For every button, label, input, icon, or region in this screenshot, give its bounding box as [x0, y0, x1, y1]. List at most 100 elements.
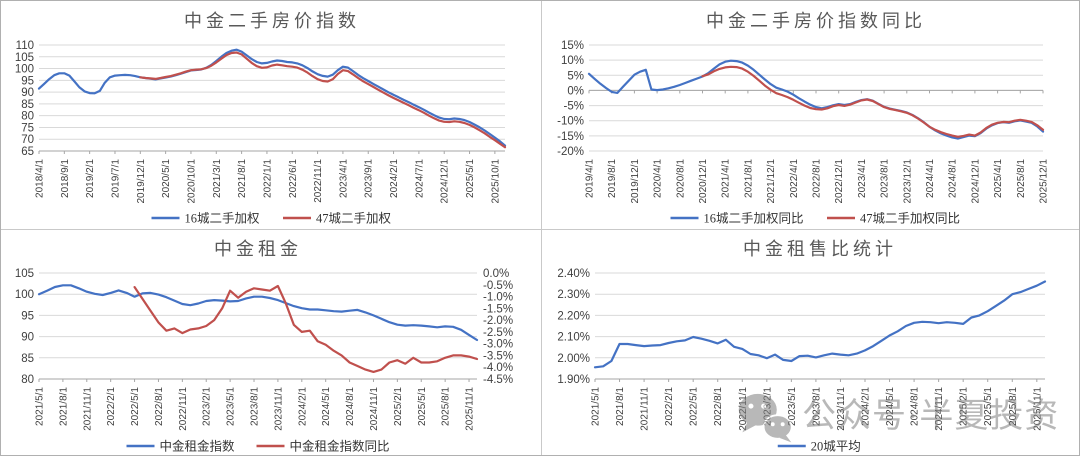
y-axis-tick-label: 85: [21, 99, 34, 111]
x-axis-tick-label: 2022/2/1: [664, 387, 675, 426]
y-axis-tick-label: 80: [21, 374, 34, 386]
y-axis-tick-label: 1.90%: [557, 374, 590, 386]
x-axis-tick-label: 2021/12/1: [766, 159, 777, 204]
y-axis-tick-label: 105: [15, 52, 34, 64]
x-axis-tick-label: 2023/5/1: [226, 387, 237, 426]
x-axis-tick-label: 2021/11/1: [82, 387, 93, 431]
y-axis-tick-label: 75: [21, 122, 34, 134]
y-axis-tick-label: 70: [21, 134, 34, 146]
x-axis-tick-label: 2023/2/1: [202, 387, 213, 426]
y-axis-tick-label: 100: [15, 289, 34, 301]
legend-item: 16城二手加权同比: [670, 211, 804, 226]
x-axis-tick-label: 2025/5/1: [417, 387, 428, 426]
x-axis-tick-label: 2024/11/1: [369, 387, 380, 431]
legend-label: 20城平均: [811, 440, 861, 454]
x-axis-tick-label: 2022/12/1: [834, 159, 845, 204]
x-axis-tick-label: 2021/3/1: [212, 159, 223, 198]
x-axis-tick-label: 2025/2/1: [393, 387, 404, 426]
y-axis-tick-label: -10%: [557, 116, 584, 128]
chart-title: 中金二手房价指数: [184, 11, 360, 31]
x-axis-tick-label: 2018/4/1: [35, 159, 46, 198]
x-axis-tick-label: 2024/7/1: [414, 159, 425, 198]
x-axis-tick-label: 2024/12/1: [440, 159, 451, 204]
x-axis-tick-label: 2021/5/1: [591, 387, 602, 426]
x-axis-tick-label: 2020/12/1: [698, 159, 709, 204]
x-axis-tick-label: 2024/5/1: [321, 387, 332, 426]
y-axis-right-tick-label: -4.5%: [483, 374, 513, 386]
x-axis-tick-label: 2025/5/1: [983, 387, 994, 426]
x-axis-tick-label: 2025/2/1: [959, 387, 970, 426]
x-axis-tick-label: 2025/8/1: [1008, 387, 1019, 426]
x-axis-tick-label: 2021/8/1: [743, 159, 754, 198]
x-axis-tick-label: 2024/8/1: [345, 387, 356, 426]
series-line-0: [37, 284, 479, 342]
y-axis-tick-label: 10%: [561, 55, 584, 67]
legend-item: 47城二手加权同比: [827, 211, 960, 226]
x-axis-tick-label: 2024/4/1: [925, 159, 936, 198]
x-axis-tick-label: 2025/12/1: [1039, 159, 1050, 204]
y-axis-tick-label: 95: [21, 75, 34, 87]
x-axis-tick-label: 2024/8/1: [948, 159, 959, 198]
x-axis-tick-label: 2022/11/1: [178, 387, 189, 431]
y-axis-tick-label: 90: [21, 332, 34, 344]
x-axis-tick-label: 2019/8/1: [607, 159, 618, 198]
rent-to-price-ratio-chart: 2.40% 2.30% 2.20% 2.10% 2.00% 1.90%2021/5/1 20…: [557, 239, 1047, 454]
x-axis-tick-label: 2022/6/1: [288, 159, 299, 198]
x-axis-tick-label: 2021/8/1: [58, 387, 69, 426]
x-axis-tick-label: 2019/7/1: [110, 159, 121, 198]
x-axis-tick-label: 2024/2/1: [389, 159, 400, 198]
x-axis-tick-label: 2022/8/1: [812, 159, 823, 198]
legend-item: 16城二手加权: [151, 211, 261, 226]
x-axis-tick-label: 2023/12/1: [902, 159, 913, 204]
x-axis-tick-label: 2025/8/1: [441, 387, 452, 426]
x-axis-tick-label: 2025/5/1: [465, 159, 476, 198]
x-axis-tick-label: 2020/8/1: [675, 159, 686, 198]
y-axis-tick-label: 80: [21, 111, 34, 123]
y-axis-tick-label: 2.20%: [557, 310, 590, 322]
x-axis-tick-label: 2019/12/1: [136, 159, 147, 204]
y-axis-right-tick-label: 0.0%: [483, 268, 509, 280]
y-axis-tick-label: 85: [21, 353, 34, 365]
x-axis-tick-label: 2021/4/1: [721, 159, 732, 198]
legend-label: 中金租金指数: [160, 439, 236, 454]
y-axis-right-tick-label: -3.5%: [483, 350, 513, 362]
series-line-1: [133, 284, 479, 373]
y-axis-tick-label: 5%: [567, 70, 584, 82]
series-line-0: [593, 280, 1047, 369]
x-axis-tick-label: 2023/4/1: [338, 159, 349, 198]
legend-item: 47城二手加权: [283, 211, 392, 226]
x-axis-tick-label: 2023/8/1: [880, 159, 891, 198]
x-axis-tick-label: 2025/4/1: [993, 159, 1004, 198]
y-axis-tick-label: 110: [16, 40, 34, 52]
legend-label: 16城二手加权同比: [704, 211, 804, 226]
x-axis-tick-label: 2021/8/1: [237, 159, 248, 198]
series-line-0: [37, 48, 507, 147]
y-axis-right-tick-label: -2.0%: [483, 315, 513, 327]
y-axis-tick-label: -15%: [557, 131, 584, 143]
legend-item: 20城平均: [777, 440, 861, 454]
legend-label: 16城二手加权: [185, 211, 261, 226]
x-axis-tick-label: 2025/11/1: [465, 387, 476, 431]
legend-label: 47城二手加权同比: [860, 211, 960, 226]
x-axis-tick-label: 2022/5/1: [689, 387, 700, 426]
y-axis-tick-label: 100: [15, 64, 34, 76]
x-axis-tick-label: 2023/11/1: [273, 387, 284, 431]
y-axis-tick-label: 15%: [561, 40, 584, 52]
x-axis-tick-label: 2023/8/1: [250, 387, 261, 426]
legend-item: 中金租金指数同比: [256, 439, 390, 454]
chart-panel-rent-index: 105 100 95 90 85 80 0.0% -0.5% -1.0% -1.5% -2.0% -2…: [1, 229, 541, 455]
x-axis-tick-label: 2023/8/1: [811, 387, 822, 426]
chart-title: 中金租售比统计: [743, 239, 897, 259]
x-axis-tick-label: 2024/8/1: [910, 387, 921, 426]
x-axis-tick-label: 2024/2/1: [861, 387, 872, 426]
x-axis-tick-label: 2022/8/1: [713, 387, 724, 426]
y-axis-tick-label: 90: [21, 87, 34, 99]
y-axis-tick-label: 65: [21, 146, 34, 158]
chart-title: 中金租金: [214, 239, 302, 259]
x-axis-tick-label: 2023/11/1: [836, 387, 847, 431]
y-axis-tick-label: 2.40%: [557, 268, 590, 280]
x-axis-tick-label: 2023/5/1: [787, 387, 798, 426]
y-axis-right-tick-label: -1.5%: [483, 303, 513, 315]
y-axis-tick-label: 2.30%: [557, 289, 590, 301]
